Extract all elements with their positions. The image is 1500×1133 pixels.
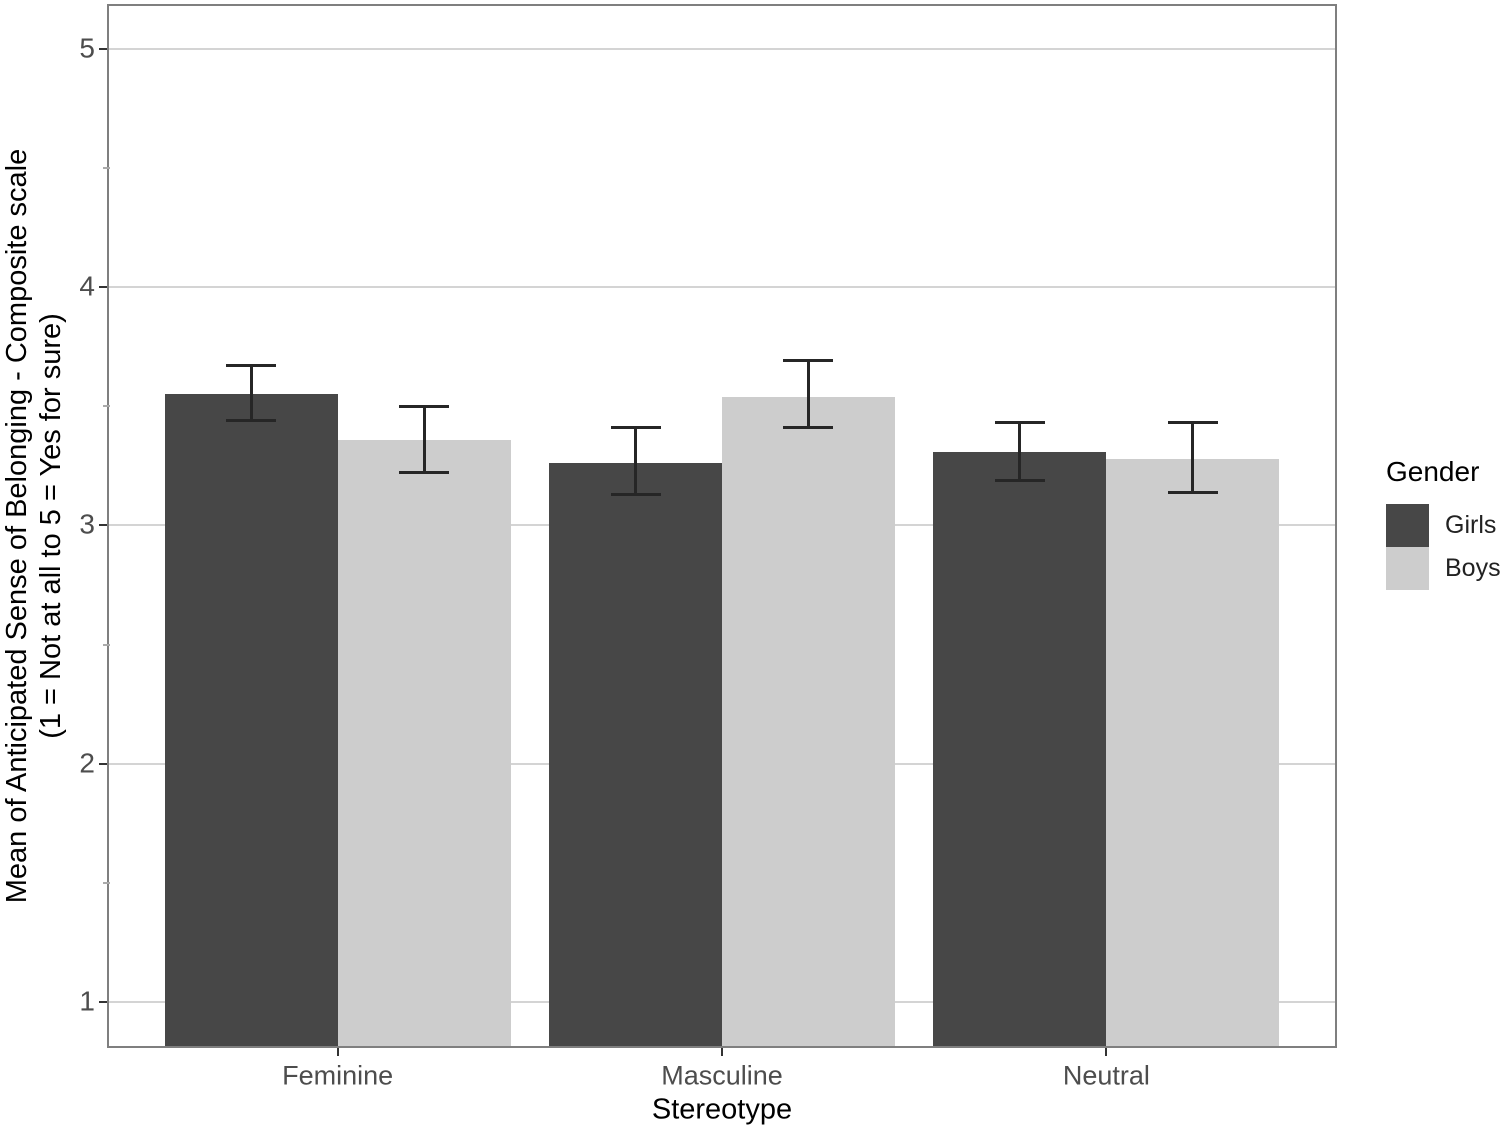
y-tick-label-1: 1	[79, 985, 95, 1017]
errorbar-cap-top-boys-masculine	[783, 359, 834, 363]
errorbar-line-boys-neutral	[1191, 422, 1195, 493]
errorbar-cap-bottom-boys-neutral	[1167, 490, 1218, 494]
bar-boys-masculine	[722, 396, 895, 1048]
errorbar-line-boys-masculine	[806, 360, 810, 428]
x-tick-neutral	[1105, 1048, 1108, 1056]
errorbar-cap-bottom-girls-masculine	[610, 492, 661, 496]
legend: Gender Girls Boys	[1386, 456, 1500, 590]
errorbar-cap-top-boys-feminine	[399, 404, 450, 408]
x-tick-label-feminine: Feminine	[282, 1060, 394, 1091]
errorbar-cap-bottom-boys-feminine	[399, 471, 450, 475]
x-axis-title: Stereotype	[651, 1093, 793, 1126]
bar-boys-feminine	[337, 439, 511, 1048]
errorbar-cap-bottom-boys-masculine	[783, 426, 834, 430]
legend-item-boys: Boys	[1386, 547, 1500, 590]
y-minor-tick-1.5	[103, 881, 110, 884]
bar-boys-neutral	[1106, 458, 1280, 1048]
y-gridline-4	[107, 286, 1337, 289]
errorbar-cap-bottom-girls-feminine	[226, 419, 277, 423]
x-tick-label-neutral: Neutral	[1062, 1060, 1150, 1091]
y-tick-label-4: 4	[79, 270, 95, 302]
bar-girls-neutral	[933, 451, 1107, 1048]
y-axis-title-line1: Mean of Anticipated Sense of Belonging -…	[1, 148, 33, 904]
y-tick-1	[99, 1001, 107, 1003]
y-minor-tick-4.5	[103, 166, 110, 169]
errorbar-cap-top-girls-masculine	[610, 426, 661, 430]
errorbar-cap-top-girls-neutral	[994, 421, 1045, 425]
y-tick-2	[99, 762, 107, 765]
y-minor-tick-2.5	[103, 643, 110, 646]
y-tick-label-2: 2	[79, 747, 95, 779]
legend-swatch-boys	[1386, 547, 1429, 590]
bar-girls-feminine	[164, 394, 338, 1048]
y-tick-label-5: 5	[79, 32, 95, 64]
x-tick-masculine	[721, 1048, 723, 1056]
legend-title: Gender	[1386, 456, 1480, 487]
legend-label-girls: Girls	[1445, 511, 1497, 539]
y-tick-5	[99, 47, 107, 50]
errorbar-line-boys-feminine	[422, 406, 426, 473]
errorbar-cap-top-girls-feminine	[226, 364, 277, 368]
y-minor-tick-3.5	[103, 405, 110, 408]
y-tick-label-3: 3	[79, 508, 95, 540]
errorbar-cap-top-boys-neutral	[1167, 421, 1218, 425]
bar-girls-masculine	[549, 463, 722, 1048]
y-tick-4	[99, 286, 107, 289]
errorbar-line-girls-masculine	[634, 427, 638, 495]
legend-swatch-girls	[1386, 504, 1429, 547]
x-tick-label-masculine: Masculine	[661, 1060, 783, 1091]
y-tick-3	[99, 524, 107, 527]
legend-item-girls: Girls	[1386, 504, 1500, 547]
legend-label-boys: Boys	[1445, 554, 1500, 582]
legend-items: Girls Boys	[1386, 504, 1500, 590]
errorbar-cap-bottom-girls-neutral	[994, 478, 1045, 482]
x-tick-feminine	[336, 1048, 339, 1056]
errorbar-line-girls-feminine	[249, 365, 253, 421]
errorbar-line-girls-neutral	[1018, 422, 1022, 481]
y-gridline-5	[107, 47, 1337, 50]
